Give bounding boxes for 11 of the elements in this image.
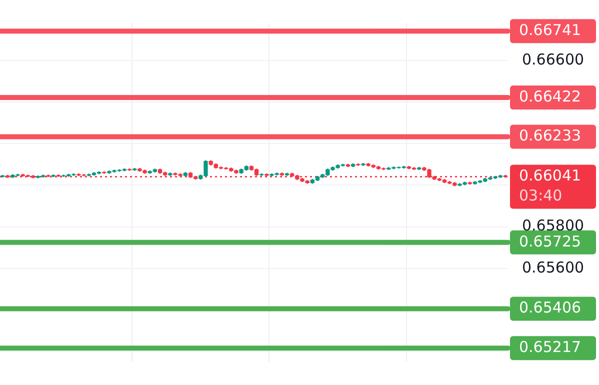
ref-line-label: 0.66741: [519, 21, 582, 39]
ref-line-label: 0.66233: [519, 126, 582, 145]
text: 03:40: [519, 186, 562, 205]
ref-line-label: 0.65406: [519, 298, 582, 317]
y-tick-label: 0.66600: [522, 50, 584, 68]
y-tick-label: 0.65600: [522, 258, 584, 276]
ref-line-label: 0.66041: [519, 166, 582, 185]
ref-line-label: 0.65725: [519, 232, 582, 250]
ref-line-label: 0.66422: [519, 87, 582, 106]
y-tick-label: 0.65800: [522, 216, 584, 235]
ref-line-label: 0.65217: [519, 338, 582, 356]
